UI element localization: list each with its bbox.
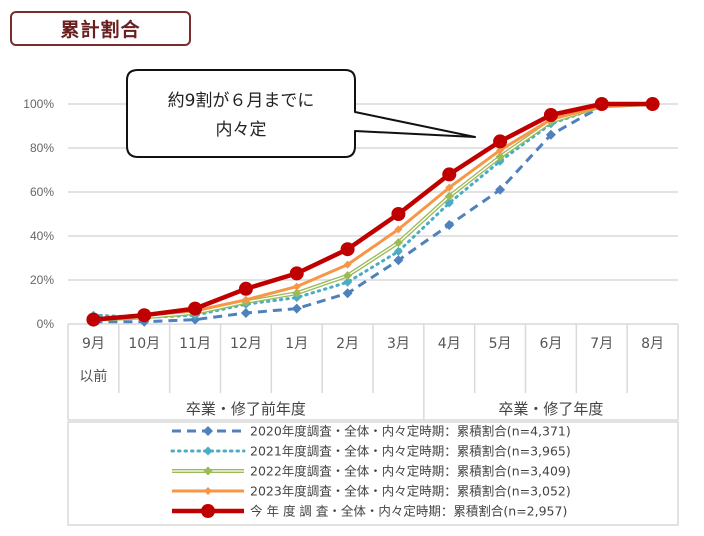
legend-item-2021: 2021年度調査・全体・内々定時期：累積割合(n=3,965): [170, 444, 571, 459]
legend-marker-icon: [204, 487, 212, 495]
callout-line-1: 約9割が６月までに: [168, 91, 315, 111]
x-tick-label: 12月: [230, 336, 262, 352]
legend-marker-icon: [203, 446, 213, 456]
data-point-marker: [394, 225, 403, 234]
data-point-marker: [292, 288, 302, 298]
group-label-before: 卒業・修了前年度: [186, 400, 306, 418]
data-point-marker: [444, 191, 454, 201]
data-point-marker: [493, 134, 508, 149]
data-point-marker: [291, 303, 302, 314]
data-point-marker: [444, 220, 455, 230]
y-tick-label: 100%: [23, 97, 54, 111]
group-label-grad: 卒業・修了年度: [498, 400, 603, 418]
data-point-marker: [543, 108, 558, 122]
data-point-marker: [495, 152, 505, 162]
x-tick-label: 4月: [438, 336, 461, 352]
data-point-marker: [594, 97, 609, 111]
data-point-marker: [343, 271, 353, 281]
series-current-line: [86, 97, 660, 327]
data-point-marker: [342, 288, 353, 299]
y-tick-label: 80%: [30, 141, 54, 155]
legend-item-2020: 2020年度調査・全体・内々定時期：累積割合(n=4,371): [172, 424, 571, 439]
legend-marker-icon: [203, 466, 213, 476]
legend-marker-icon: [201, 504, 215, 518]
x-tick-label: 6月: [539, 336, 562, 352]
y-tick-label: 0%: [37, 317, 55, 331]
y-tick-label: 40%: [30, 229, 54, 243]
data-point-marker: [445, 183, 454, 192]
data-point-marker: [240, 308, 251, 318]
x-tick-label: 10月: [128, 336, 160, 352]
data-point-marker: [137, 308, 152, 323]
y-tick-label: 60%: [30, 185, 54, 199]
data-point-marker: [545, 129, 556, 140]
x-tick-label: 3月: [387, 336, 410, 352]
legend-item-2023: 2023年度調査・全体・内々定時期：累積割合(n=3,052): [172, 484, 571, 499]
data-point-marker: [340, 242, 355, 257]
x-tick-label: 8月: [641, 336, 664, 352]
x-tick-label: 5月: [489, 336, 512, 352]
x-tick-label: 9月: [82, 336, 105, 352]
callout-shape: [126, 69, 476, 158]
x-tick-label: 1月: [285, 336, 308, 352]
callout-bubble: 約9割が６月までに 内々定: [126, 69, 476, 158]
data-point-marker: [442, 167, 457, 182]
data-point-marker: [292, 282, 301, 291]
data-point-marker: [343, 260, 352, 269]
legend-label: 今 年 度 調 査・全体・内々定時期：累積割合(n=2,957): [250, 504, 567, 519]
data-point-marker: [496, 146, 505, 155]
data-point-marker: [393, 255, 404, 266]
chart-title-text: 累計割合: [60, 19, 141, 41]
x-tick-label: 11月: [179, 336, 211, 352]
data-point-marker: [238, 281, 253, 296]
data-point-marker: [391, 207, 406, 221]
chart-title: 累計割合: [10, 11, 191, 46]
legend: 2020年度調査・全体・内々定時期：累積割合(n=4,371) 2021年度調査・…: [67, 421, 679, 526]
x-tick-label: 7月: [590, 336, 613, 352]
data-point-marker: [289, 266, 304, 281]
data-point-marker: [393, 246, 403, 256]
legend-marker-icon: [203, 426, 213, 436]
data-point-marker: [188, 301, 203, 316]
legend-item-current: 今 年 度 調 査・全体・内々定時期：累積割合(n=2,957): [172, 504, 567, 519]
series-lines: [86, 97, 660, 327]
y-axis-ticks: 0% 20% 40% 60% 80% 100%: [23, 97, 54, 331]
data-point-marker: [495, 184, 506, 195]
data-point-marker: [645, 97, 660, 111]
y-tick-label: 20%: [30, 273, 54, 287]
data-point-marker: [343, 277, 353, 287]
x-tick-sublabel: 以前: [79, 368, 107, 385]
legend-label: 2023年度調査・全体・内々定時期：累積割合(n=3,052): [250, 484, 571, 499]
legend-item-2022: 2022年度調査・全体・内々定時期：累積割合(n=3,409): [172, 464, 571, 479]
legend-box: [67, 421, 679, 526]
legend-label: 2021年度調査・全体・内々定時期：累積割合(n=3,965): [250, 444, 571, 459]
legend-label: 2020年度調査・全体・内々定時期：累積割合(n=4,371): [250, 424, 571, 439]
x-tick-label: 2月: [336, 336, 359, 352]
data-point-marker: [393, 238, 403, 248]
data-point-marker: [241, 295, 250, 304]
callout-line-2: 内々定: [216, 120, 267, 140]
data-point-marker: [86, 312, 101, 327]
legend-label: 2022年度調査・全体・内々定時期：累積割合(n=3,409): [250, 464, 571, 479]
